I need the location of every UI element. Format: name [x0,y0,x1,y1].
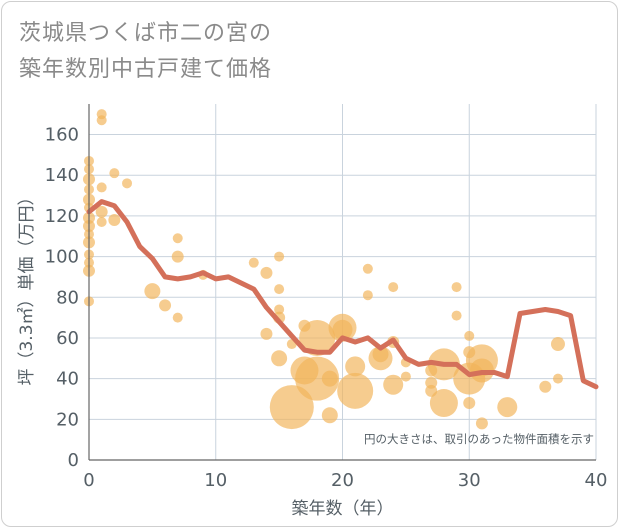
x-tick-label: 40 [585,470,608,491]
data-bubble [260,327,273,340]
data-bubble [539,380,552,393]
data-bubble [475,417,488,430]
y-tick-label: 0 [68,450,79,471]
data-bubble [96,216,107,227]
data-bubble [172,312,183,323]
data-bubble [552,373,563,384]
title-line-1: 茨城県つくば市二の宮の [19,21,273,46]
data-bubble [274,304,285,315]
data-bubble [362,290,373,301]
y-tick-label: 140 [45,165,79,186]
y-axis-label: 坪（3.3㎡）単価（万円） [17,188,37,385]
chart-title: 茨城県つくば市二の宮の 築年数別中古戸建て価格 [19,16,272,88]
data-bubble [388,282,399,293]
data-bubble [109,168,120,179]
y-tick-label: 60 [56,328,79,349]
data-bubble [368,346,393,371]
data-bubble [295,356,340,401]
y-tick-label: 80 [56,287,79,308]
data-bubble [321,407,338,424]
y-tick-label: 160 [45,125,79,146]
data-bubble [269,385,314,430]
data-bubble [96,182,107,193]
x-axis-label: 築年数（年） [292,499,394,519]
data-bubble [274,284,285,295]
data-bubble [299,319,336,356]
data-bubble [171,250,184,263]
x-tick-labels: 0 10 20 30 40 [83,470,607,491]
average-price-line [86,199,599,390]
average-line-layer [86,199,599,390]
y-tick-label: 100 [45,247,79,268]
size-annotation: 円の大きさは、取引のあった物件面積を示す [364,432,594,446]
data-bubble [550,337,565,352]
data-bubble [108,213,121,226]
data-bubble [96,115,107,126]
data-bubble [451,282,462,293]
y-tick-label: 20 [56,409,79,430]
data-bubble [95,205,108,218]
x-tick-label: 30 [458,470,481,491]
data-bubble [337,372,374,409]
data-bubble [122,178,133,189]
data-bubble [429,389,458,418]
data-bubble [321,370,338,387]
x-tick-label: 0 [83,470,94,491]
y-tick-labels: 0 20 40 60 80 100 120 140 160 [45,125,79,471]
data-bubble [362,263,373,274]
data-bubble [144,283,161,300]
data-bubble [451,310,462,321]
data-bubble [172,233,183,244]
data-bubble [159,299,172,312]
y-tick-label: 40 [56,369,79,390]
x-tick-label: 10 [204,470,227,491]
data-bubble [383,374,404,395]
bubble-layer [83,109,565,430]
data-bubble [497,397,518,418]
data-bubble [463,397,476,410]
data-bubble [464,330,475,341]
data-bubble [345,356,366,377]
data-bubble [400,371,411,382]
data-bubble [274,251,285,262]
data-bubble [332,319,353,340]
x-tick-label: 20 [331,470,354,491]
axes [88,104,596,461]
data-bubble [271,350,288,367]
y-tick-label: 120 [45,206,79,227]
title-line-2: 築年数別中古戸建て価格 [19,57,273,82]
data-bubble [248,257,259,268]
data-bubble [260,266,273,279]
grid-lines [89,104,597,460]
